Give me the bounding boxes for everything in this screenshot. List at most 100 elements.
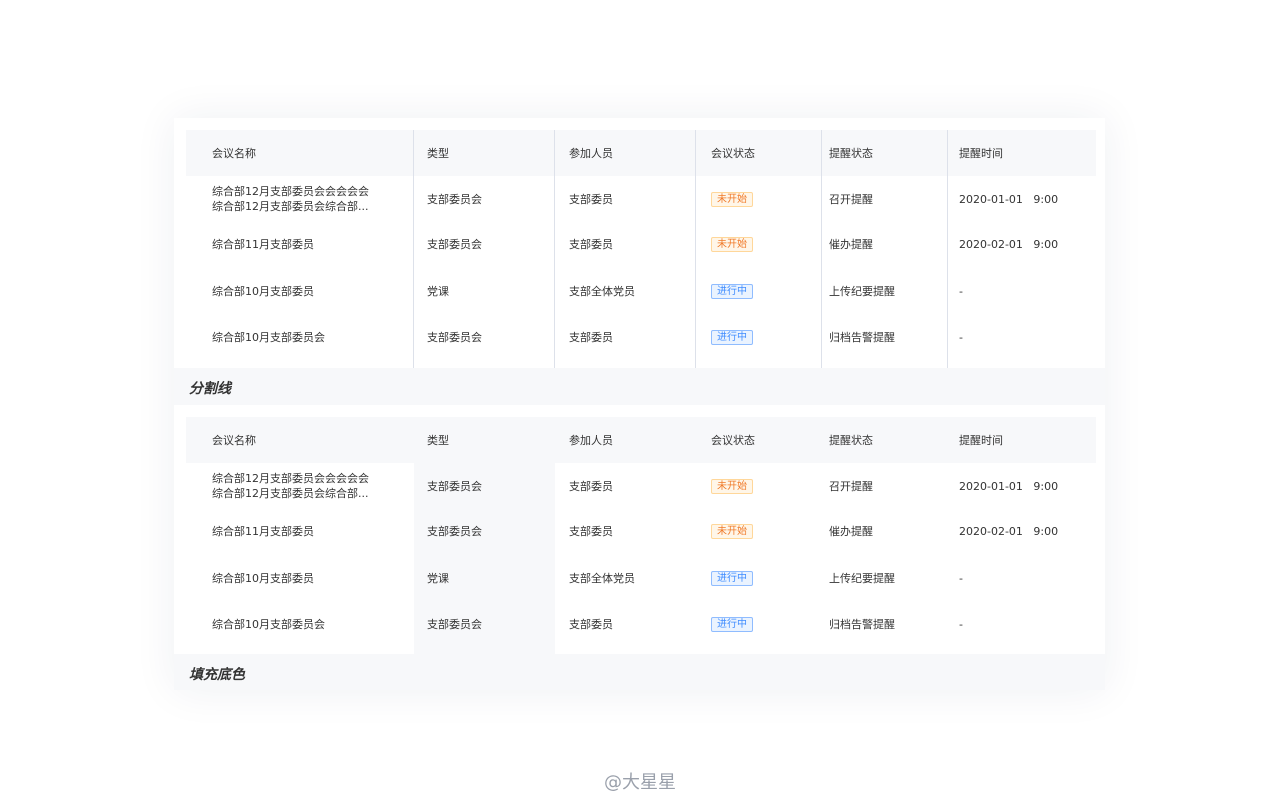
status-cell: 进行中 — [695, 267, 821, 315]
column-header[interactable]: 会议名称 — [212, 433, 256, 447]
remind-status: 召开提醒 — [829, 192, 873, 206]
status-cell: 进行中 — [695, 315, 821, 360]
remind-status: 上传纪要提醒 — [829, 571, 895, 585]
status-badge: 未开始 — [711, 524, 753, 539]
table-header: 会议名称 类型 参加人员 会议状态 提醒状态 提醒时间 — [186, 130, 1096, 176]
remind-time: 2020-01-01 9:00 — [959, 479, 1059, 493]
table-row[interactable]: 综合部11月支部委员 支部委员会 支部委员 未开始 催办提醒 2020-02-01 9:0… — [186, 509, 1096, 554]
meeting-name-line: 综合部11月支部委员 — [212, 525, 314, 538]
meeting-name: 综合部12月支部委员会会会会会 综合部12月支部委员会综合部... — [186, 176, 413, 222]
table-row[interactable]: 综合部10月支部委员会 支部委员会 支部委员 进行中 归档告警提醒 - — [186, 602, 1096, 647]
status-cell: 未开始 — [695, 463, 821, 509]
table-row[interactable]: 综合部12月支部委员会会会会会 综合部12月支部委员会综合部... 支部委员会 支部委… — [186, 463, 1096, 509]
status-badge: 进行中 — [711, 330, 753, 345]
status-cell: 进行中 — [695, 554, 821, 602]
remind-status: 上传纪要提醒 — [829, 284, 895, 298]
column-divider — [695, 130, 696, 368]
column-divider — [413, 130, 414, 368]
column-divider — [821, 130, 822, 368]
meeting-name-line: 综合部12月支部委员会综合部... — [212, 200, 369, 213]
column-divider — [947, 130, 948, 368]
remind-time: - — [959, 331, 963, 344]
status-badge: 进行中 — [711, 570, 753, 586]
table-row[interactable]: 综合部10月支部委员会 支部委员会 支部委员 进行中 归档告警提醒 - — [186, 315, 1096, 360]
remind-time: - — [959, 618, 963, 631]
remind-time: - — [959, 571, 963, 585]
meeting-name-line: 综合部12月支部委员会会会会会 — [212, 472, 369, 485]
meeting-name-line: 综合部11月支部委员 — [212, 238, 314, 251]
meeting-name: 综合部10月支部委员 — [186, 554, 413, 602]
members: 支部委员 — [569, 618, 613, 631]
table-row[interactable]: 综合部12月支部委员会会会会会 综合部12月支部委员会综合部... 支部委员会 支部委… — [186, 176, 1096, 222]
meeting-name: 综合部12月支部委员会会会会会 综合部12月支部委员会综合部... — [186, 463, 413, 509]
column-header[interactable]: 类型 — [427, 433, 449, 447]
column-header[interactable]: 参加人员 — [569, 146, 613, 160]
column-header[interactable]: 会议名称 — [212, 146, 256, 160]
meeting-name-line: 综合部10月支部委员 — [212, 571, 314, 585]
meeting-type: 党课 — [427, 571, 449, 585]
meeting-type: 支部委员会 — [427, 192, 482, 206]
table-row[interactable]: 综合部10月支部委员 党课 支部全体党员 进行中 上传纪要提醒 - — [186, 554, 1096, 602]
column-header[interactable]: 提醒时间 — [959, 433, 1003, 447]
members: 支部委员 — [569, 238, 613, 251]
members: 支部全体党员 — [569, 571, 635, 585]
members: 支部委员 — [569, 479, 613, 493]
column-header[interactable]: 会议状态 — [711, 146, 755, 160]
meeting-type: 支部委员会 — [427, 479, 482, 493]
meeting-name-line: 综合部10月支部委员会 — [212, 618, 325, 631]
table: 会议名称 类型 参加人员 会议状态 提醒状态 提醒时间 综合部12月支部委员会会会会会 综合部… — [186, 130, 1096, 368]
members: 支部全体党员 — [569, 284, 635, 298]
remind-status: 归档告警提醒 — [829, 618, 895, 631]
remind-time: 2020-01-01 9:00 — [959, 192, 1059, 206]
column-header[interactable]: 参加人员 — [569, 433, 613, 447]
remind-status: 归档告警提醒 — [829, 331, 895, 344]
table-card-fill-style: 会议名称 类型 参加人员 会议状态 提醒状态 提醒时间 综合部12月支部委员会会会会会 综合部… — [174, 405, 1105, 654]
column-header[interactable]: 类型 — [427, 146, 449, 160]
remind-status: 召开提醒 — [829, 479, 873, 493]
meeting-type: 党课 — [427, 284, 449, 298]
status-cell: 进行中 — [695, 602, 821, 647]
status-badge: 未开始 — [711, 478, 753, 494]
meeting-type: 支部委员会 — [427, 618, 482, 631]
meeting-name: 综合部10月支部委员 — [186, 267, 413, 315]
members: 支部委员 — [569, 525, 613, 538]
meeting-name: 综合部11月支部委员 — [186, 222, 413, 267]
meeting-name-line: 综合部12月支部委员会综合部... — [212, 487, 369, 500]
status-badge: 未开始 — [711, 237, 753, 252]
column-header[interactable]: 会议状态 — [711, 433, 755, 447]
status-cell: 未开始 — [695, 509, 821, 554]
column-header[interactable]: 提醒时间 — [959, 146, 1003, 160]
table-card-divider-style: 会议名称 类型 参加人员 会议状态 提醒状态 提醒时间 综合部12月支部委员会会会会会 综合部… — [174, 118, 1105, 368]
status-cell: 未开始 — [695, 222, 821, 267]
meeting-name-line: 综合部12月支部委员会会会会会 — [212, 185, 369, 198]
remind-time: 2020-02-01 9:00 — [959, 525, 1059, 538]
meeting-name: 综合部11月支部委员 — [186, 509, 413, 554]
remind-status: 催办提醒 — [829, 525, 873, 538]
table-row[interactable]: 综合部11月支部委员 支部委员会 支部委员 未开始 催办提醒 2020-02-01 9:0… — [186, 222, 1096, 267]
meeting-name-line: 综合部10月支部委员 — [212, 284, 314, 298]
watermark: @大星星 — [604, 772, 676, 793]
table-row[interactable]: 综合部10月支部委员 党课 支部全体党员 进行中 上传纪要提醒 - — [186, 267, 1096, 315]
section-label-fill: 填充底色 — [189, 667, 245, 683]
section-label-divider: 分割线 — [189, 381, 231, 397]
remind-time: 2020-02-01 9:00 — [959, 238, 1059, 251]
column-fill — [414, 463, 555, 654]
status-badge: 未开始 — [711, 191, 753, 207]
status-cell: 未开始 — [695, 176, 821, 222]
meeting-type: 支部委员会 — [427, 525, 482, 538]
column-header[interactable]: 提醒状态 — [829, 146, 873, 160]
demo-panel: 会议名称 类型 参加人员 会议状态 提醒状态 提醒时间 综合部12月支部委员会会会会会 综合部… — [174, 118, 1105, 690]
column-header[interactable]: 提醒状态 — [829, 433, 873, 447]
remind-time: - — [959, 284, 963, 298]
meeting-type: 支部委员会 — [427, 238, 482, 251]
members: 支部委员 — [569, 192, 613, 206]
meeting-type: 支部委员会 — [427, 331, 482, 344]
members: 支部委员 — [569, 331, 613, 344]
status-badge: 进行中 — [711, 283, 753, 299]
table: 会议名称 类型 参加人员 会议状态 提醒状态 提醒时间 综合部12月支部委员会会会会会 综合部… — [186, 417, 1096, 647]
column-divider — [554, 130, 555, 368]
status-badge: 进行中 — [711, 617, 753, 632]
remind-status: 催办提醒 — [829, 238, 873, 251]
meeting-name: 综合部10月支部委员会 — [186, 602, 413, 647]
table-header: 会议名称 类型 参加人员 会议状态 提醒状态 提醒时间 — [186, 417, 1096, 463]
